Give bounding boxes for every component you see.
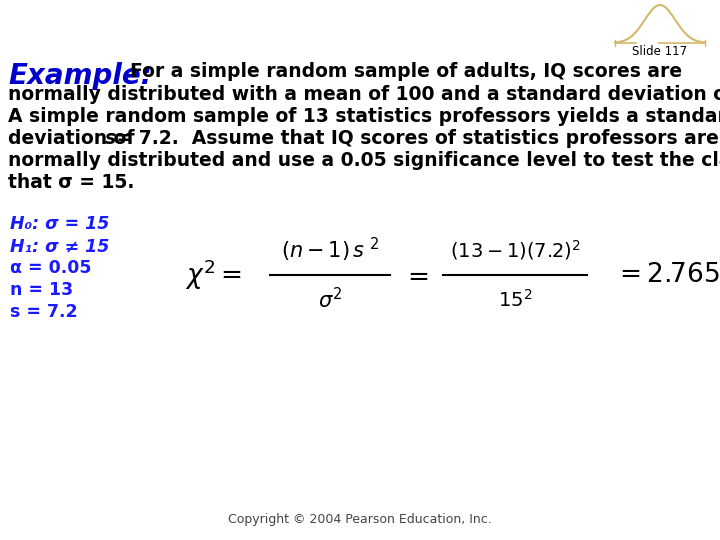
Text: normally distributed with a mean of 100 and a standard deviation of 15.: normally distributed with a mean of 100 … [8, 85, 720, 104]
Text: s: s [105, 129, 116, 148]
Text: A simple random sample of 13 statistics professors yields a standard: A simple random sample of 13 statistics … [8, 107, 720, 126]
Text: = 7.2.  Assume that IQ scores of statistics professors are: = 7.2. Assume that IQ scores of statisti… [110, 129, 719, 148]
Text: $=$: $=$ [402, 262, 428, 287]
Text: Slide 117: Slide 117 [632, 45, 688, 58]
Text: α = 0.05: α = 0.05 [10, 259, 91, 277]
Text: Copyright © 2004 Pearson Education, Inc.: Copyright © 2004 Pearson Education, Inc. [228, 513, 492, 526]
Text: Example:: Example: [8, 62, 152, 90]
Text: $= 2.765$: $= 2.765$ [614, 262, 719, 287]
Text: s = 7.2: s = 7.2 [10, 303, 78, 321]
Text: $(n-1)\,s\,^{\,2}$: $(n-1)\,s\,^{\,2}$ [281, 236, 379, 264]
Text: n = 13: n = 13 [10, 281, 73, 299]
Text: that σ = 15.: that σ = 15. [8, 173, 135, 192]
Text: $\chi^2 =$: $\chi^2 =$ [185, 258, 242, 292]
Text: normally distributed and use a 0.05 significance level to test the claim: normally distributed and use a 0.05 sign… [8, 151, 720, 170]
Text: For a simple random sample of adults, IQ scores are: For a simple random sample of adults, IQ… [130, 62, 682, 81]
Text: deviation of: deviation of [8, 129, 141, 148]
Text: $15^2$: $15^2$ [498, 289, 532, 311]
Text: H₀: σ = 15: H₀: σ = 15 [10, 215, 109, 233]
Text: $\sigma^2$: $\sigma^2$ [318, 287, 342, 313]
Text: $(13-1)(7.2)^2$: $(13-1)(7.2)^2$ [449, 238, 580, 262]
Text: H₁: σ ≠ 15: H₁: σ ≠ 15 [10, 237, 109, 255]
